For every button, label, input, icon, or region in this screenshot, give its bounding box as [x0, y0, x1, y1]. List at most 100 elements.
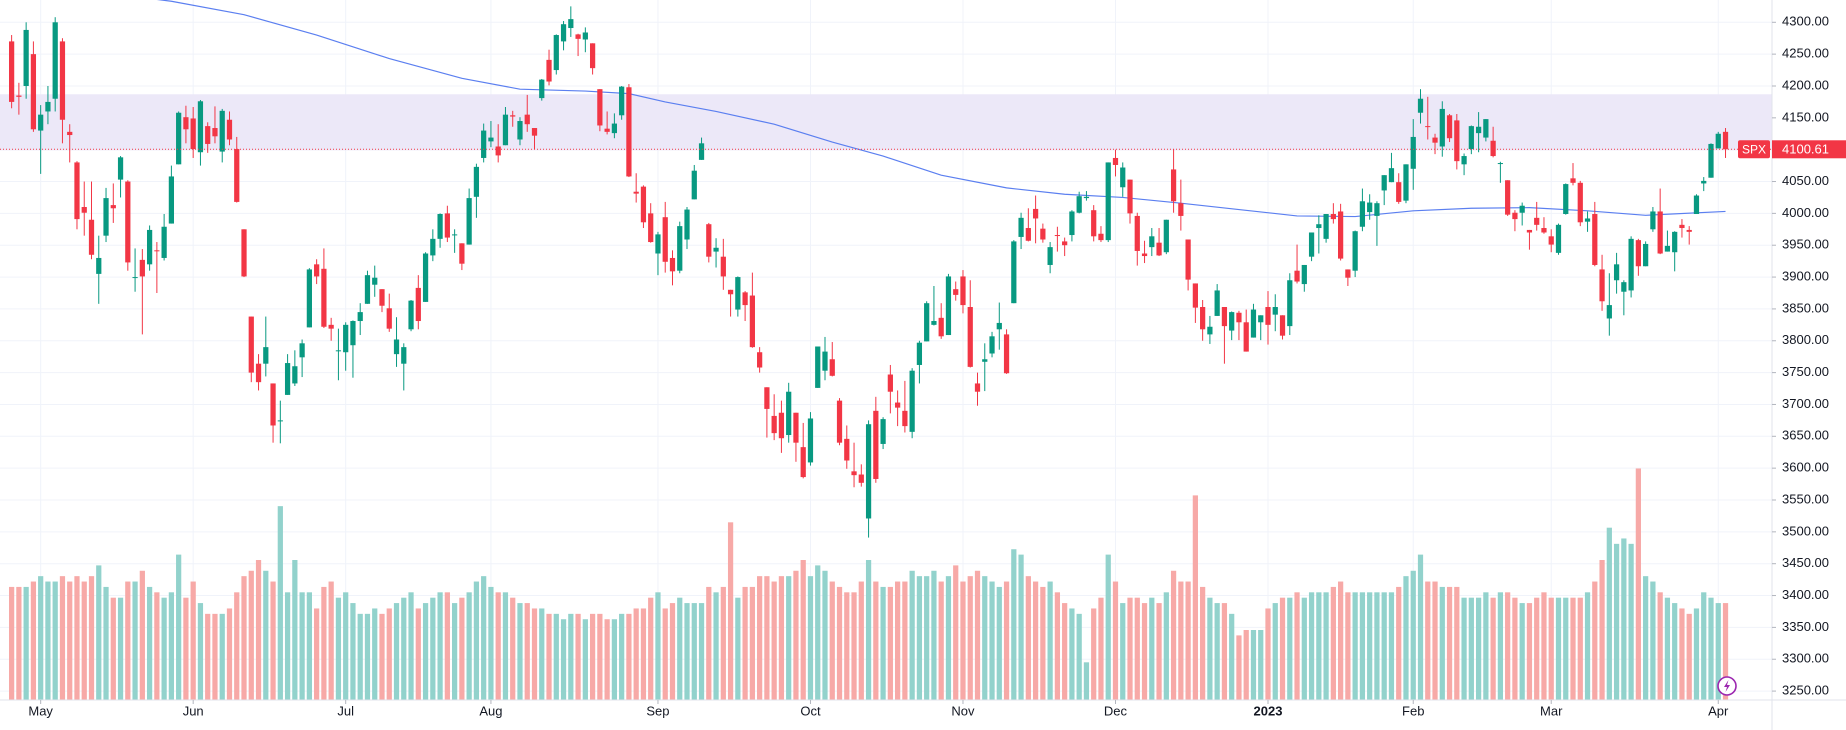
candle-body [30, 54, 37, 130]
candle-body [96, 257, 102, 274]
volume-bar [1686, 613, 1692, 700]
volume-bar [1359, 592, 1366, 700]
candle-body [52, 22, 58, 99]
candle-body [473, 166, 480, 197]
volume-bar [771, 581, 777, 700]
candle-body [742, 292, 748, 306]
volume-bar [1069, 608, 1075, 700]
volume-bar [1570, 597, 1576, 700]
candle-body [1243, 322, 1249, 352]
candle-body [1367, 202, 1373, 213]
volume-bar [219, 613, 225, 700]
volume-bar [1468, 597, 1474, 700]
volume-bar [604, 619, 610, 700]
candle-body [1069, 211, 1075, 236]
volume-bar [1207, 597, 1213, 700]
volume-bar [648, 597, 654, 700]
volume-bar [1606, 527, 1612, 700]
candle-body [1403, 164, 1409, 201]
volume-bar [727, 522, 734, 700]
y-tick-label: 3800.00 [1782, 332, 1829, 347]
volume-bar [1098, 597, 1104, 700]
candle-body [815, 346, 821, 388]
candle-body [1555, 224, 1562, 253]
volume-bar [938, 581, 944, 700]
x-tick-label: Jul [337, 703, 354, 718]
candle-body [59, 41, 66, 120]
candle-body [1606, 305, 1612, 319]
candle-body [1512, 212, 1518, 220]
candle-body [1105, 162, 1111, 241]
candle-body [1621, 282, 1627, 292]
volume-bar [589, 613, 596, 700]
candle-body [1047, 247, 1053, 265]
candle-body [1200, 307, 1206, 330]
candle-body [524, 114, 530, 125]
candle-body [1301, 264, 1307, 285]
volume-bar [23, 586, 29, 700]
alert-bolt[interactable] [1724, 680, 1730, 692]
candle-body [735, 277, 741, 310]
volume-bar [88, 576, 95, 700]
volume-bar [706, 586, 712, 700]
volume-bar [495, 592, 501, 700]
candle-body [1475, 126, 1482, 134]
volume-bar [139, 570, 145, 700]
candle-body [219, 110, 225, 152]
candle-body [357, 312, 363, 322]
candle-body [945, 276, 952, 336]
candle-body [727, 289, 734, 295]
candle-body [1272, 307, 1278, 315]
candle-body [314, 264, 320, 277]
candle-body [364, 275, 371, 304]
candle-body [1229, 312, 1235, 331]
alert-icon[interactable] [1717, 676, 1737, 696]
candle-body [989, 336, 995, 354]
volume-bar [263, 570, 269, 700]
candle-body [437, 214, 443, 239]
candle-body [698, 143, 705, 160]
volume-bar [284, 592, 291, 700]
candle-body [807, 418, 814, 463]
volume-bar [103, 586, 109, 700]
candle-body [1497, 163, 1504, 165]
candle-body [117, 157, 124, 180]
candle-body [757, 352, 763, 368]
volume-bar [1120, 603, 1126, 700]
volume-bar [1664, 597, 1671, 700]
volume-bar [669, 603, 676, 700]
candle-body [706, 224, 712, 257]
volume-bar [1722, 603, 1729, 700]
volume-bar [9, 586, 15, 700]
candle-body [873, 410, 879, 479]
candle-body [1439, 108, 1445, 147]
candle-body [1679, 224, 1685, 229]
volume-bar [902, 581, 908, 700]
volume-bar [1367, 592, 1373, 700]
candle-body [103, 198, 109, 236]
candle-body [1003, 334, 1010, 374]
plot-area [0, 0, 1772, 700]
volume-bar [851, 592, 857, 700]
volume-bar [205, 613, 211, 700]
y-tick-label: 3650.00 [1782, 428, 1829, 443]
volume-bar [161, 597, 167, 700]
candle-body [255, 363, 262, 383]
volume-bar [197, 603, 204, 700]
candle-body [909, 370, 915, 432]
volume-bar [234, 592, 240, 700]
candle-body [241, 229, 247, 277]
y-tick-label: 4050.00 [1782, 173, 1829, 188]
candle-body [1345, 269, 1351, 278]
y-tick-label: 3250.00 [1782, 683, 1829, 698]
volume-bar [466, 592, 472, 700]
y-tick-label: 4000.00 [1782, 205, 1829, 220]
candle-body [589, 43, 596, 69]
x-tick-label: Nov [951, 703, 975, 718]
candle-body [778, 412, 785, 439]
volume-bar [1505, 592, 1511, 700]
candle-body [459, 243, 465, 264]
volume-bar [1163, 592, 1169, 700]
candle-body [38, 114, 44, 131]
